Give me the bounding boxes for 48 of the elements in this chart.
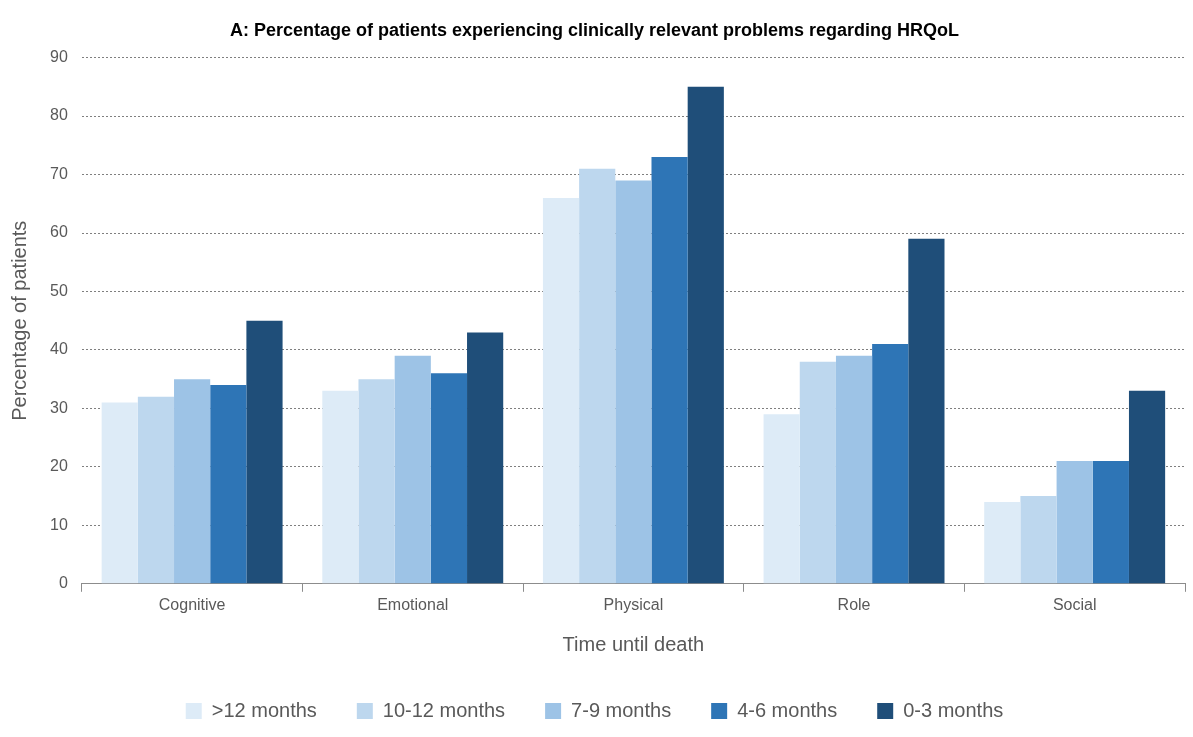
legend-label: 7-9 months <box>571 698 672 721</box>
y-tick-label: 70 <box>50 164 68 182</box>
x-axis-title: Time until death <box>562 632 705 655</box>
bar <box>1056 461 1093 584</box>
y-axis-title: Percentage of patients <box>7 220 30 421</box>
y-tick-label: 10 <box>50 515 68 533</box>
y-tick-label: 30 <box>50 398 68 416</box>
x-tick-label: Emotional <box>377 595 449 613</box>
bar <box>246 320 283 584</box>
y-tick-label: 0 <box>58 574 68 592</box>
bar <box>615 180 652 584</box>
bar <box>101 402 138 584</box>
legend-label: 4-6 months <box>737 698 838 721</box>
y-tick-label: 40 <box>50 340 68 358</box>
bar <box>835 355 873 584</box>
bar <box>1128 390 1166 584</box>
bar <box>872 344 909 584</box>
bar <box>137 396 175 584</box>
bar <box>763 414 800 584</box>
x-tick-label: Social <box>1052 595 1097 613</box>
x-tick-label: Cognitive <box>158 595 226 613</box>
bar <box>358 379 395 584</box>
chart-title: A: Percentage of patients experiencing clinically relevant problems regarding HRQoL <box>229 19 960 40</box>
y-tick-label: 20 <box>50 457 68 475</box>
bar <box>1020 496 1057 584</box>
bar <box>542 197 580 584</box>
y-tick-label: 80 <box>50 106 68 124</box>
bar <box>651 156 688 584</box>
y-tick-label: 50 <box>50 281 68 299</box>
bar <box>322 390 359 584</box>
y-tick-label: 60 <box>50 223 68 241</box>
bar <box>1092 461 1129 584</box>
bar <box>579 168 616 584</box>
bar <box>799 361 836 584</box>
x-tick-label: Role <box>837 595 871 613</box>
bar <box>394 355 431 584</box>
legend-label: >12 months <box>211 698 317 721</box>
bar <box>174 379 211 584</box>
x-tick-label: Physical <box>603 595 664 613</box>
bar <box>430 373 468 584</box>
bar <box>908 238 945 584</box>
bar <box>984 501 1021 584</box>
bar <box>687 86 724 584</box>
bar <box>467 332 504 584</box>
bar <box>210 385 247 584</box>
legend-label: 10-12 months <box>382 698 506 721</box>
legend-label: 0-3 months <box>903 698 1004 721</box>
y-tick-label: 90 <box>50 48 68 66</box>
